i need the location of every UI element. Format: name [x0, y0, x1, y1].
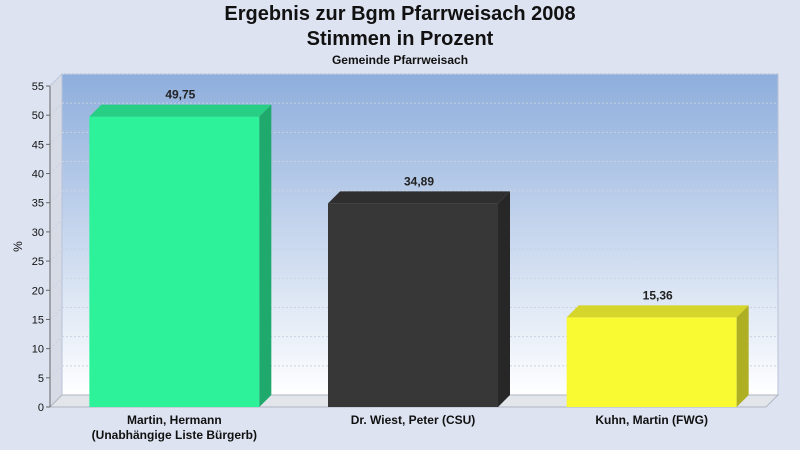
x-category-label: (Unabhängige Liste Bürgerb) — [92, 428, 257, 442]
y-tick-label: 15 — [32, 314, 44, 326]
gridline — [49, 307, 63, 320]
gridline — [49, 219, 63, 233]
y-tick-label: 10 — [32, 344, 44, 356]
x-category-label: Dr. Wiest, Peter (CSU) — [351, 413, 476, 427]
y-tick-label: 30 — [32, 227, 44, 239]
bar-side — [736, 305, 749, 407]
chart-title: Ergebnis zur Bgm Pfarrweisach 2008 — [224, 3, 576, 25]
plot-side-wall — [49, 72, 63, 409]
gridline — [49, 336, 63, 349]
gridline — [49, 73, 63, 87]
bar-top — [328, 191, 510, 204]
bar-value-label: 49,75 — [165, 88, 195, 102]
bar-value-label: 15,36 — [643, 288, 673, 302]
y-tick-label: 5 — [38, 373, 44, 385]
gridline — [49, 190, 63, 204]
y-tick-label: 55 — [32, 81, 44, 93]
gridline — [49, 277, 63, 291]
y-tick-label: 45 — [32, 139, 44, 151]
bar-value-label: 34,89 — [404, 174, 434, 188]
y-tick-label: 35 — [32, 198, 44, 210]
bar-side — [259, 104, 272, 408]
bar-side — [498, 191, 510, 407]
chart-caption: Gemeinde Pfarrweisach — [331, 53, 469, 67]
gridline — [49, 248, 63, 262]
bar — [566, 317, 737, 407]
bar — [328, 203, 498, 407]
y-tick-label: 50 — [32, 110, 44, 122]
y-tick-label: 20 — [32, 285, 44, 297]
bar-top — [566, 305, 749, 318]
bar-top — [89, 104, 272, 117]
bar — [89, 116, 260, 408]
y-tick-label: 25 — [32, 256, 44, 268]
x-category-label: Martin, Hermann — [127, 413, 222, 427]
y-axis-label: % — [11, 241, 25, 252]
gridline — [49, 161, 63, 174]
y-tick-label: 0 — [38, 402, 44, 414]
gridline — [49, 132, 63, 145]
gridline — [49, 102, 63, 116]
chart-subtitle: Stimmen in Prozent — [306, 28, 494, 50]
x-category-label: Kuhn, Martin (FWG) — [595, 413, 708, 427]
y-tick-label: 40 — [32, 169, 44, 181]
gridline — [49, 365, 63, 379]
